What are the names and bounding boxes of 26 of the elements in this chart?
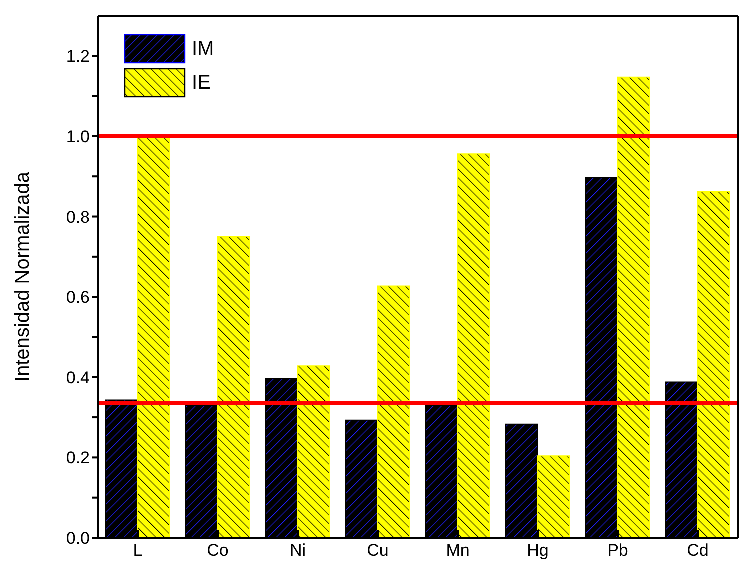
bar: [378, 286, 410, 538]
x-tick-label: Co: [207, 541, 229, 560]
y-tick-label: 0.6: [66, 288, 90, 308]
x-tick-label: Hg: [527, 541, 549, 560]
x-tick-label: Pb: [608, 541, 628, 560]
bar: [538, 456, 570, 538]
y-tick-label: 0.0: [66, 529, 90, 548]
x-tick-label: Ni: [290, 541, 306, 560]
x-tick-label: L: [133, 541, 143, 560]
y-tick-label: 1.0: [66, 127, 90, 146]
y-tick-label: 1.2: [66, 47, 90, 66]
x-tick-label: Mn: [446, 541, 470, 560]
y-tick-label: 0.8: [66, 208, 90, 227]
legend-label: IM: [192, 38, 214, 60]
bar: [458, 154, 490, 538]
x-tick-label: Cu: [367, 541, 389, 560]
y-tick-label: 0.4: [66, 368, 90, 388]
y-tick-label: 0.2: [66, 448, 90, 468]
bar: [138, 137, 170, 538]
bar: [698, 190, 730, 538]
bar: [298, 366, 330, 538]
legend-label: IE: [192, 72, 211, 94]
y-axis-title: Intensidad Normalizada: [12, 171, 34, 382]
bar: [218, 236, 250, 538]
bar: [618, 76, 650, 538]
x-tick-label: Cd: [687, 541, 709, 560]
